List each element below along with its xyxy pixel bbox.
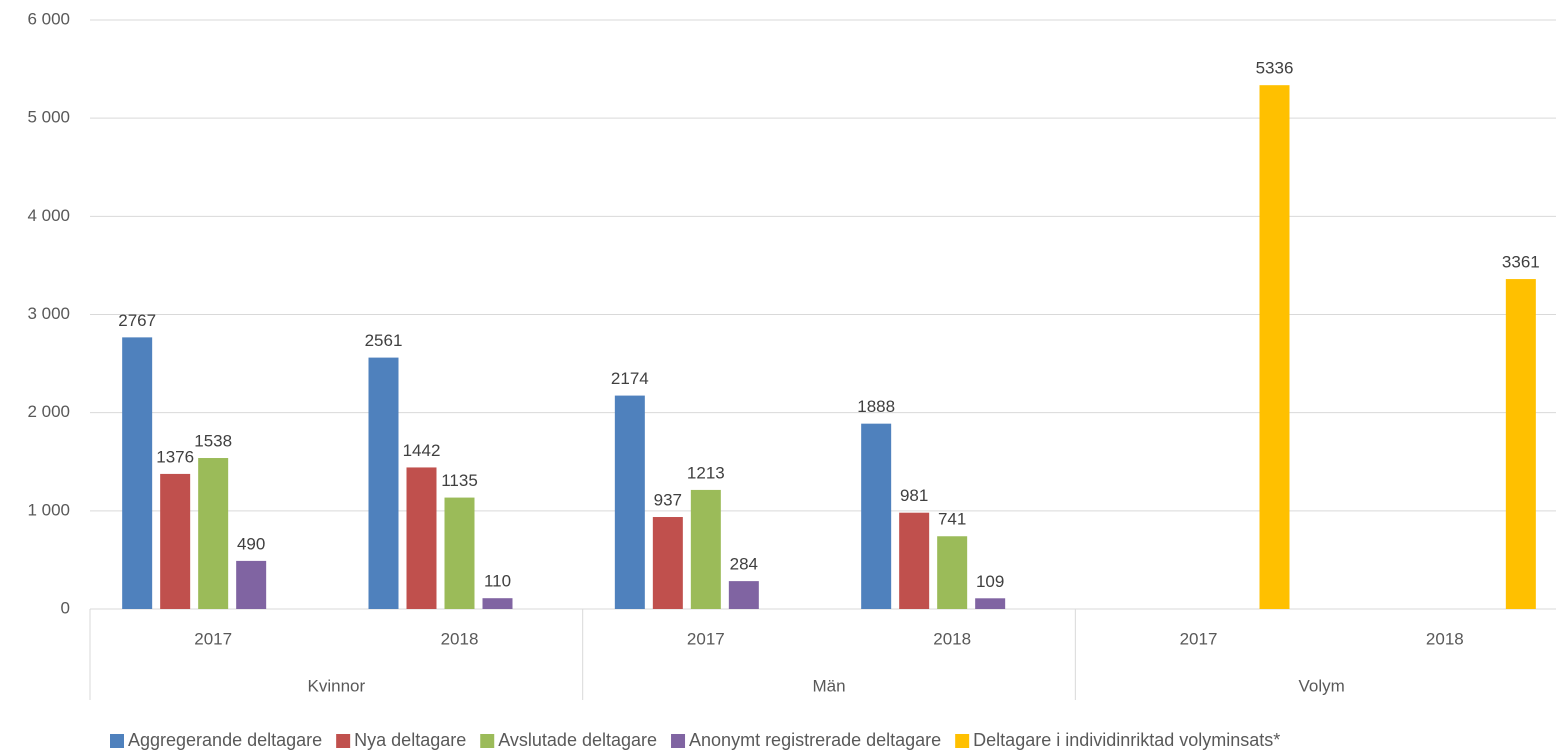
data-label: 1538 bbox=[194, 432, 232, 451]
bar bbox=[728, 581, 759, 609]
y-tick-label: 6 000 bbox=[27, 9, 70, 28]
x-tick-label: 2017 bbox=[687, 629, 725, 648]
bar bbox=[482, 598, 513, 609]
bar bbox=[406, 467, 437, 609]
data-label: 110 bbox=[484, 572, 511, 591]
group-label: Volym bbox=[1299, 676, 1345, 695]
bar bbox=[1259, 85, 1290, 609]
data-label: 937 bbox=[654, 491, 682, 510]
data-label: 490 bbox=[237, 534, 265, 553]
bar bbox=[160, 473, 191, 609]
legend-label: Anonymt registrerade deltagare bbox=[689, 730, 941, 750]
legend-swatch bbox=[480, 734, 495, 748]
data-label: 1888 bbox=[857, 397, 895, 416]
bar bbox=[937, 536, 968, 609]
y-tick-label: 0 bbox=[61, 598, 70, 617]
data-label: 284 bbox=[730, 555, 758, 574]
bar bbox=[652, 517, 683, 609]
bar bbox=[368, 357, 399, 609]
data-label: 2174 bbox=[611, 369, 649, 388]
y-tick-label: 3 000 bbox=[27, 304, 70, 323]
y-tick-label: 1 000 bbox=[27, 500, 70, 519]
bar bbox=[1505, 279, 1536, 609]
legend-label: Aggregerande deltagare bbox=[128, 730, 322, 750]
legend-label: Deltagare i individinriktad volyminsats* bbox=[973, 730, 1280, 750]
bar bbox=[122, 337, 153, 609]
data-label: 741 bbox=[938, 510, 966, 529]
data-label: 1135 bbox=[441, 471, 478, 490]
x-tick-label: 2018 bbox=[1426, 629, 1464, 648]
legend-swatch bbox=[336, 734, 351, 748]
y-tick-label: 5 000 bbox=[27, 108, 70, 127]
data-label: 2767 bbox=[118, 311, 156, 330]
data-label: 1376 bbox=[156, 447, 194, 466]
bar bbox=[975, 598, 1006, 609]
data-label: 1442 bbox=[403, 441, 441, 460]
legend-swatch bbox=[671, 734, 686, 748]
bar bbox=[444, 497, 475, 609]
bar bbox=[690, 489, 721, 609]
bar bbox=[198, 458, 229, 609]
x-tick-label: 2017 bbox=[1180, 629, 1218, 648]
legend-label: Avslutade deltagare bbox=[498, 730, 657, 750]
y-tick-label: 2 000 bbox=[27, 402, 70, 421]
data-label: 109 bbox=[976, 572, 1004, 591]
bar bbox=[861, 423, 892, 609]
bar bbox=[614, 395, 645, 609]
bar bbox=[899, 512, 930, 609]
data-label: 1213 bbox=[687, 463, 725, 482]
y-tick-label: 4 000 bbox=[27, 206, 70, 225]
data-label: 3361 bbox=[1502, 253, 1540, 272]
legend-swatch bbox=[955, 734, 970, 748]
data-label: 2561 bbox=[365, 331, 403, 350]
x-tick-label: 2018 bbox=[933, 629, 971, 648]
x-tick-label: 2017 bbox=[194, 629, 232, 648]
data-label: 981 bbox=[900, 486, 928, 505]
x-tick-label: 2018 bbox=[441, 629, 479, 648]
legend-label: Nya deltagare bbox=[354, 730, 466, 750]
legend-swatch bbox=[110, 734, 124, 748]
group-label: Kvinnor bbox=[308, 676, 366, 695]
bar bbox=[236, 560, 267, 609]
data-label: 5336 bbox=[1256, 59, 1294, 78]
group-label: Män bbox=[812, 676, 845, 695]
